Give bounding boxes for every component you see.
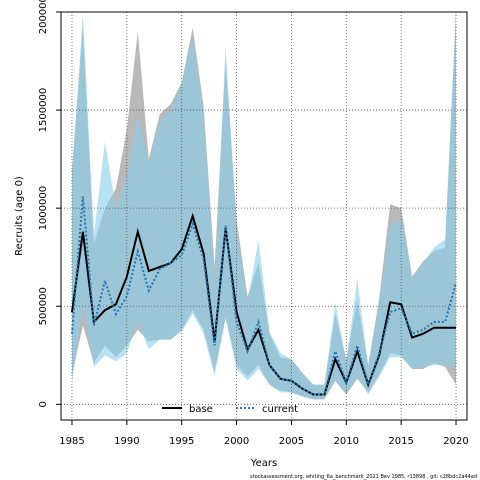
series-line-base	[71, 212, 456, 396]
plot-frame	[60, 11, 468, 421]
x-tick-label-2000: 2000	[224, 436, 249, 447]
x-tick-label-1985: 1985	[59, 436, 84, 447]
y-tick-label-1500000: 1500000	[38, 88, 49, 133]
y-axis: 0 500000 1000000 1500000 2000000	[38, 0, 61, 407]
y-tick-label-500000: 500000	[38, 287, 49, 325]
x-axis: 1985 1990 1995 2000 2005 2010 2015 2020	[59, 420, 469, 447]
x-tick-label-2010: 2010	[334, 436, 359, 447]
x-tick-label-2015: 2015	[388, 436, 413, 447]
series-line-current	[71, 196, 457, 396]
confidence-bands	[72, 12, 456, 400]
grid-lines	[61, 11, 467, 420]
x-tick-label-1995: 1995	[169, 436, 194, 447]
y-axis-title: Recruits (age 0)	[14, 176, 25, 256]
legend-label-current: current	[262, 404, 298, 415]
x-tick-label-2020: 2020	[443, 436, 468, 447]
y-tick-label-1000000: 1000000	[38, 186, 49, 231]
x-tick-label-2005: 2005	[279, 436, 304, 447]
x-axis-title: Years	[250, 458, 277, 469]
y-tick-label-2000000: 2000000	[38, 0, 49, 34]
x-tick-label-1990: 1990	[114, 436, 139, 447]
footnote: stockassessment.org, whiting_6a_benchmar…	[250, 474, 477, 480]
ci-band-current	[72, 12, 456, 400]
series-lines	[71, 196, 457, 396]
legend-label-base: base	[189, 404, 213, 415]
legend: base current	[162, 404, 298, 415]
y-tick-label-0: 0	[38, 401, 49, 407]
plot-area	[60, 11, 468, 421]
